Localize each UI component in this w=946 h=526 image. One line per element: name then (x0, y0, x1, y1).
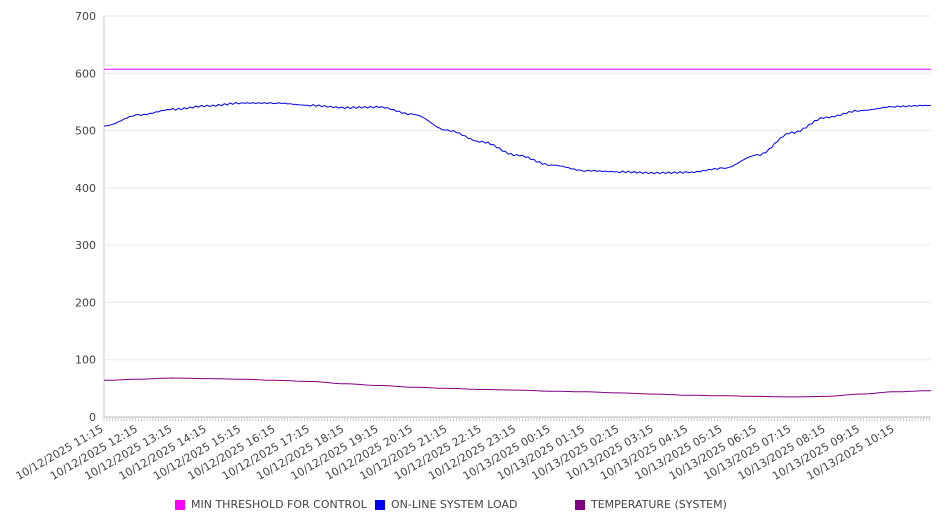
legend-label: ON-LINE SYSTEM LOAD (391, 498, 518, 511)
legend-swatch (175, 499, 185, 510)
legend-swatch (575, 499, 585, 510)
y-tick-label: 600 (75, 67, 96, 80)
y-tick-label: 200 (75, 296, 96, 309)
legend-item-load[interactable]: ON-LINE SYSTEM LOAD (375, 498, 517, 511)
y-tick-label: 300 (75, 239, 96, 252)
y-tick-label: 500 (75, 125, 96, 138)
y-tick-label: 100 (75, 354, 96, 367)
legend-item-threshold[interactable]: MIN THRESHOLD FOR CONTROL (175, 498, 367, 511)
series-line-on-line-system-load (103, 101, 932, 175)
series-line-temperature-system (104, 377, 932, 398)
legend-label: MIN THRESHOLD FOR CONTROL (191, 498, 367, 511)
legend-label: TEMPERATURE (SYSTEM) (591, 498, 727, 511)
y-tick-label: 400 (75, 182, 96, 195)
legend-swatch (375, 499, 385, 510)
y-tick-label: 700 (75, 10, 96, 23)
y-tick-label: 0 (89, 411, 96, 424)
legend-item-temperature[interactable]: TEMPERATURE (SYSTEM) (575, 498, 727, 511)
